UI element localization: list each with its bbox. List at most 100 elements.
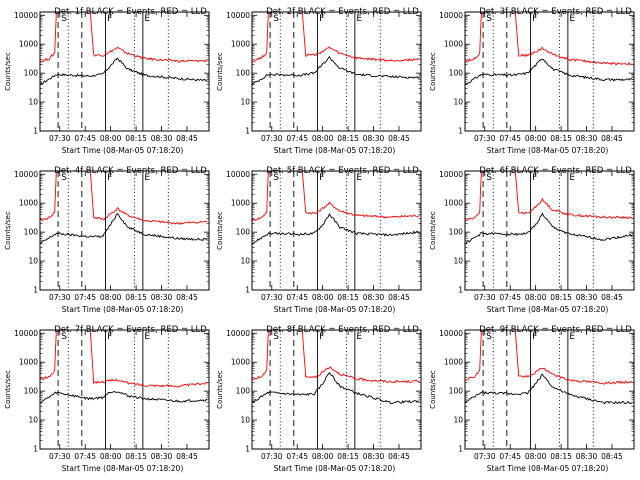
marker-letter: S	[61, 14, 67, 24]
y-tick-label: 1	[458, 127, 463, 136]
marker-letter: F	[532, 332, 537, 342]
events-line	[465, 212, 633, 245]
x-tick-label: 07:30	[474, 452, 496, 461]
marker-letter: E	[356, 332, 362, 342]
y-tick-label: 1	[33, 127, 38, 136]
y-tick-label: 10000	[14, 11, 38, 20]
y-tick-label: 10000	[14, 170, 38, 179]
lld-line	[465, 12, 633, 66]
x-tick-label: 08:15	[550, 134, 572, 143]
marker-letter: F	[319, 173, 324, 183]
y-tick-label: 1000	[444, 40, 463, 49]
y-tick-label: 100	[236, 228, 251, 237]
y-axis-label: Counts/sec	[4, 211, 12, 250]
y-tick-label: 10	[453, 416, 463, 425]
plot-frame	[251, 329, 422, 450]
x-tick-label: 07:45	[74, 134, 96, 143]
detector-panel-3: Det. 3f BLACK = Events, RED = LLDCounts/…	[429, 7, 635, 155]
x-axis-label: Start Time (08-Mar-05 07:18:20)	[274, 464, 396, 473]
marker-letter: E	[569, 14, 575, 24]
plot-frame	[464, 170, 635, 291]
events-line	[465, 58, 633, 86]
x-tick-label: 08:30	[576, 134, 598, 143]
y-axis-label: Counts/sec	[4, 370, 12, 409]
marker-letter: E	[569, 173, 575, 183]
x-tick-label: 08:00	[312, 293, 334, 302]
x-tick-label: 08:15	[337, 134, 359, 143]
x-axis-label: Start Time (08-Mar-05 07:18:20)	[487, 305, 609, 314]
y-tick-label: 1	[245, 445, 250, 454]
y-tick-label: 10000	[226, 170, 250, 179]
marker-letter: F	[107, 332, 112, 342]
x-tick-label: 08:15	[125, 452, 147, 461]
y-tick-label: 1000	[19, 358, 38, 367]
x-tick-label: 07:30	[261, 293, 283, 302]
y-axis-label: Counts/sec	[429, 52, 437, 91]
events-line	[252, 371, 420, 405]
plot-frame	[39, 329, 210, 450]
plot-area	[465, 12, 633, 131]
marker-letter: F	[532, 173, 537, 183]
y-tick-label: 10000	[14, 329, 38, 338]
y-tick-label: 10000	[439, 170, 463, 179]
x-tick-label: 08:45	[388, 134, 410, 143]
y-tick-label: 1	[458, 286, 463, 295]
x-tick-label: 08:00	[525, 134, 547, 143]
x-tick-label: 08:00	[312, 134, 334, 143]
x-tick-label: 08:00	[100, 293, 122, 302]
x-tick-label: 08:30	[363, 452, 385, 461]
y-tick-label: 10	[240, 98, 250, 107]
x-tick-label: 08:45	[176, 452, 198, 461]
lld-line	[252, 12, 420, 63]
plot-area	[252, 330, 420, 449]
x-tick-label: 08:15	[337, 293, 359, 302]
y-tick-label: 100	[449, 387, 464, 396]
x-tick-label: 08:00	[100, 134, 122, 143]
marker-letter: S	[486, 332, 492, 342]
marker-letter: S	[273, 173, 279, 183]
marker-letter: S	[273, 332, 279, 342]
detector-panel-5: Det. 5f BLACK = Events, RED = LLDCounts/…	[216, 166, 422, 314]
marker-letter: F	[319, 14, 324, 24]
lld-line	[465, 330, 633, 385]
x-axis-label: Start Time (08-Mar-05 07:18:20)	[274, 305, 396, 314]
x-tick-label: 07:45	[499, 293, 521, 302]
events-line	[252, 55, 420, 86]
plot-frame	[464, 329, 635, 450]
plot-area	[40, 330, 208, 449]
x-axis-label: Start Time (08-Mar-05 07:18:20)	[62, 305, 184, 314]
marker-letter: E	[356, 173, 362, 183]
x-tick-label: 08:45	[388, 452, 410, 461]
x-tick-label: 07:45	[74, 293, 96, 302]
x-tick-label: 08:30	[151, 452, 173, 461]
y-tick-label: 100	[24, 387, 39, 396]
events-line	[252, 212, 420, 246]
x-tick-label: 07:45	[499, 134, 521, 143]
plot-frame	[251, 170, 422, 291]
x-axis-label: Start Time (08-Mar-05 07:18:20)	[62, 464, 184, 473]
y-tick-label: 100	[24, 69, 39, 78]
x-tick-label: 07:30	[49, 134, 71, 143]
x-tick-label: 07:30	[261, 452, 283, 461]
y-tick-label: 100	[449, 69, 464, 78]
detector-panel-6: Det. 6f BLACK = Events, RED = LLDCounts/…	[429, 166, 635, 314]
plot-area	[465, 171, 633, 290]
detector-panel-4: Det. 4f BLACK = Events, RED = LLDCounts/…	[4, 166, 210, 314]
marker-letter: E	[144, 14, 150, 24]
y-axis-label: Counts/sec	[216, 370, 224, 409]
plot-area	[465, 330, 633, 449]
lld-line	[40, 171, 208, 225]
marker-letter: E	[144, 173, 150, 183]
x-tick-label: 08:45	[176, 293, 198, 302]
detector-panel-9: Det. 9f BLACK = Events, RED = LLDCounts/…	[429, 325, 635, 473]
detector-panel-7: Det. 7f BLACK = Events, RED = LLDCounts/…	[4, 325, 210, 473]
y-tick-label: 1000	[19, 40, 38, 49]
x-tick-label: 07:30	[49, 293, 71, 302]
x-tick-label: 07:30	[474, 134, 496, 143]
y-axis-label: Counts/sec	[4, 52, 12, 91]
marker-letter: S	[486, 14, 492, 24]
x-axis-label: Start Time (08-Mar-05 07:18:20)	[487, 146, 609, 155]
x-tick-label: 08:30	[363, 293, 385, 302]
x-tick-label: 08:30	[576, 293, 598, 302]
y-tick-label: 10000	[226, 329, 250, 338]
